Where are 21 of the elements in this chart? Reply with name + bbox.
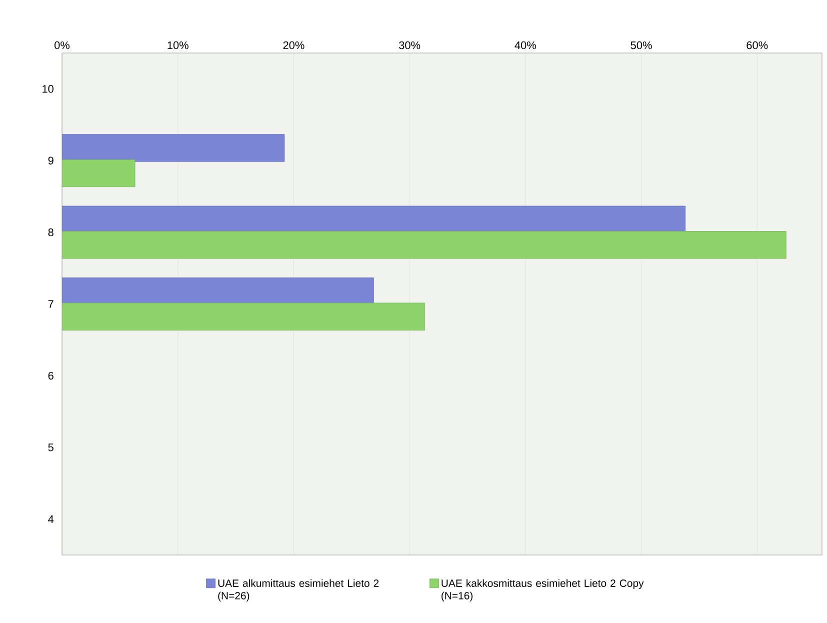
x-tick-label: 60% xyxy=(746,41,768,50)
y-tick-label: 4 xyxy=(48,515,54,523)
y-tick-label: 5 xyxy=(48,444,54,452)
legend-label: UAE kakkosmittaus esimiehet Lieto 2 Copy (N=16) xyxy=(442,579,644,602)
x-tick-label: 40% xyxy=(514,41,536,50)
x-tick-label: 30% xyxy=(399,41,420,50)
x-tick-label: 0% xyxy=(54,41,70,50)
bar xyxy=(62,134,285,162)
legend-label: UAE alkumittaus esimiehet Lieto 2 (N=26) xyxy=(218,579,379,602)
y-tick-label: 6 xyxy=(48,372,54,380)
y-tick-label: 7 xyxy=(48,300,54,308)
x-tick-label: 10% xyxy=(168,41,188,50)
y-tick-label: 10 xyxy=(42,84,54,93)
bar xyxy=(62,159,136,188)
bar xyxy=(62,231,786,259)
x-tick-label: 20% xyxy=(283,41,304,50)
bar xyxy=(62,206,686,234)
y-tick-label: 8 xyxy=(48,228,54,236)
bar xyxy=(62,302,425,330)
y-tick-label: 9 xyxy=(48,156,54,164)
x-tick-label: 50% xyxy=(630,41,652,50)
